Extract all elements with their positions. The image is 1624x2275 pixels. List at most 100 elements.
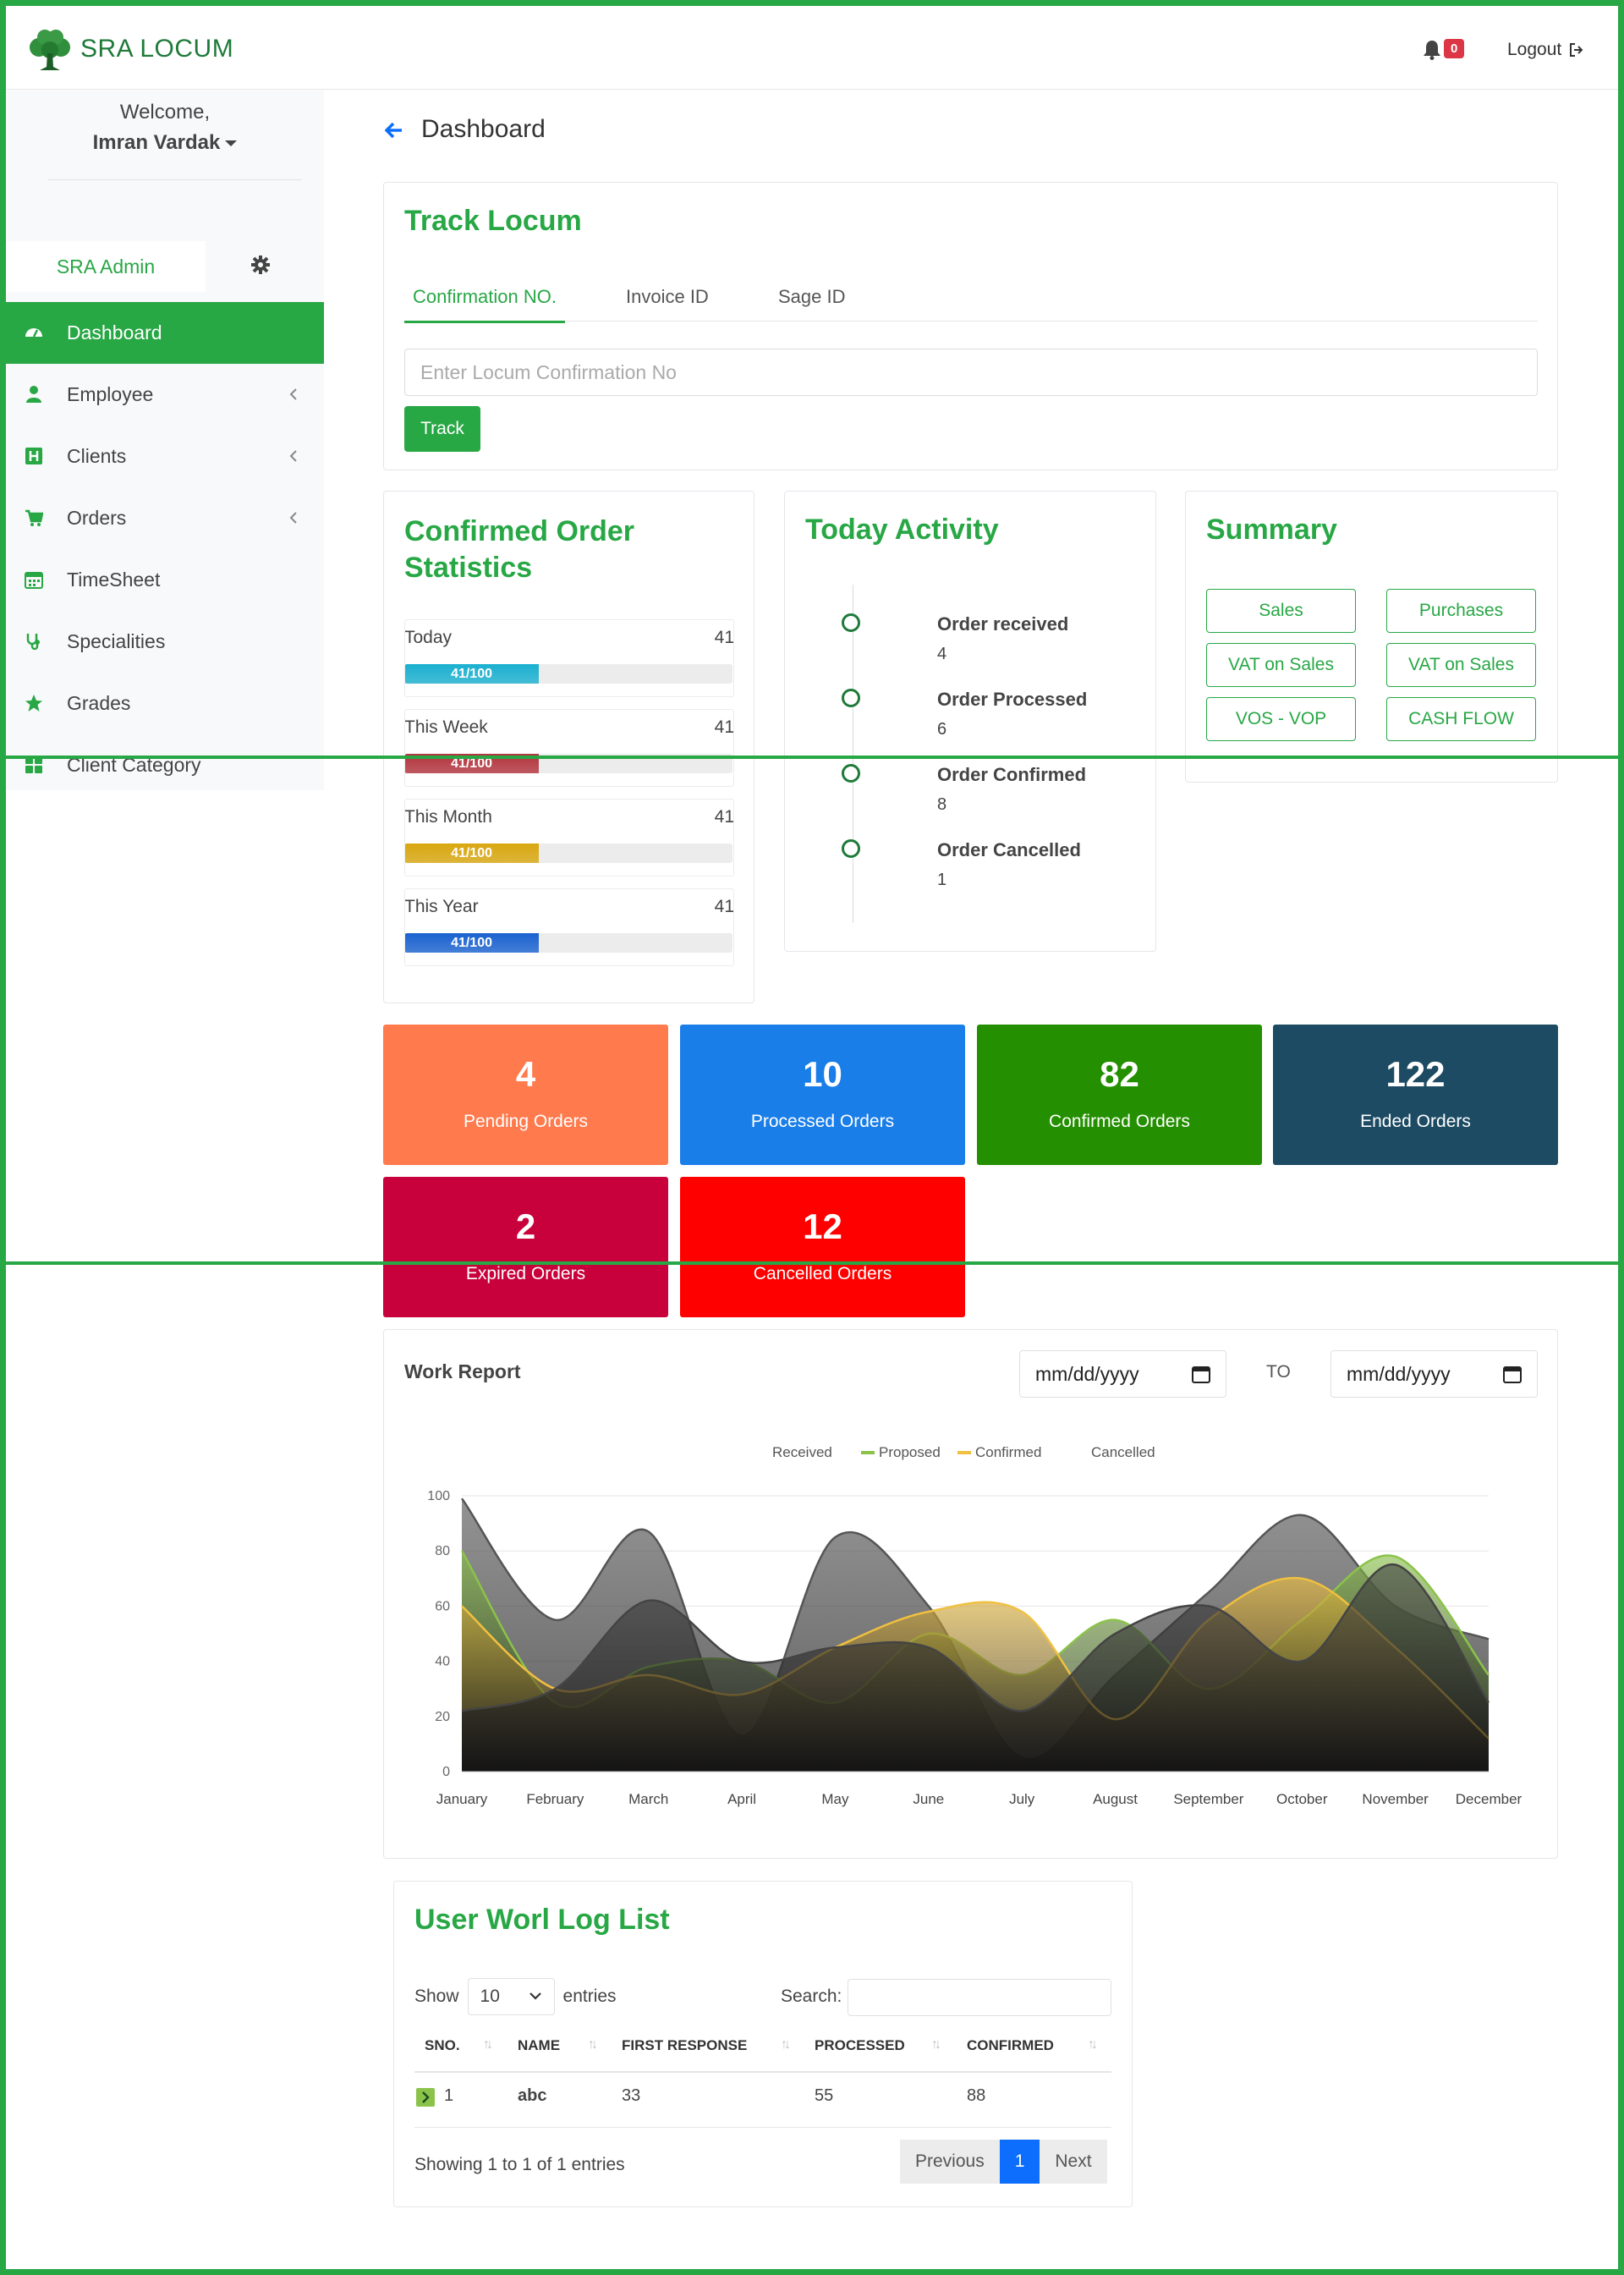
next-button[interactable]: Next	[1040, 2140, 1107, 2184]
timeline-count: 1	[937, 871, 947, 889]
calendar-icon	[25, 572, 43, 589]
work-report-card: Work Report mm/dd/yyyy TO mm/dd/yyyy 0 20…	[383, 1329, 1558, 1859]
x-tick-label: February	[526, 1791, 584, 1807]
order-count-tile[interactable]: 4 Pending Orders	[383, 1025, 668, 1165]
tab-sage-id[interactable]: Sage ID	[778, 286, 846, 307]
summary-card: Summary Sales Purchases VAT on Sales VAT…	[1185, 491, 1558, 783]
track-tabs: Confirmation NO. Invoice ID Sage ID	[404, 286, 1538, 323]
sidebar-item-specialities[interactable]: Specialities	[6, 611, 324, 673]
order-statistics-card: Confirmed Order Statistics Today 41 41/100…	[383, 491, 754, 1003]
end-date-input[interactable]: mm/dd/yyyy	[1330, 1350, 1538, 1398]
stat-row-border	[404, 888, 734, 966]
timeline-title: Order Confirmed	[937, 764, 1087, 785]
to-label: TO	[1266, 1362, 1291, 1382]
col-header-first-response[interactable]: FIRST RESPONSE	[622, 2037, 748, 2053]
progress-bar: 41/100	[404, 844, 732, 863]
brand[interactable]: SRA LOCUM	[26, 26, 233, 72]
order-count-tile[interactable]: 12 Cancelled Orders	[680, 1177, 965, 1317]
tile-label: Pending Orders	[463, 1112, 589, 1131]
username: Imran Vardak	[92, 131, 221, 154]
stat-label: This Month	[404, 807, 492, 827]
previous-button[interactable]: Previous	[900, 2140, 1000, 2184]
user-dropdown[interactable]: Imran Vardak	[6, 131, 324, 155]
track-button[interactable]: Track	[404, 406, 480, 452]
y-tick-label: 20	[435, 1710, 450, 1724]
order-count-tile[interactable]: 2 Expired Orders	[383, 1177, 668, 1317]
col-header-sno[interactable]: SNO.	[425, 2037, 460, 2053]
search-label: Search:	[781, 1987, 842, 2006]
vat-on-sales-button[interactable]: VAT on Sales	[1206, 643, 1356, 687]
sidebar-item-employee[interactable]: Employee	[6, 364, 324, 426]
caret-down-icon	[225, 140, 238, 147]
order-count-tile[interactable]: 82 Confirmed Orders	[977, 1025, 1262, 1165]
start-date-input[interactable]: mm/dd/yyyy	[1019, 1350, 1226, 1398]
track-title: Track Locum	[404, 205, 582, 237]
stat-row: Today 41 41/100	[404, 626, 734, 704]
col-header-processed[interactable]: PROCESSED	[815, 2037, 905, 2053]
search-input[interactable]	[848, 1979, 1111, 2016]
vat-on-sales-button-2[interactable]: VAT on Sales	[1386, 643, 1536, 687]
timeline-count: 4	[937, 645, 947, 663]
sidebar-item-dashboard[interactable]: Dashboard	[6, 302, 324, 364]
expand-row-icon[interactable]	[416, 2088, 435, 2107]
page-title: Dashboard	[421, 115, 546, 143]
date-placeholder: mm/dd/yyyy	[1035, 1363, 1139, 1385]
chevron-left-icon	[289, 512, 297, 524]
vos-vop-button[interactable]: VOS - VOP	[1206, 697, 1356, 741]
admin-tab[interactable]: SRA Admin	[6, 241, 206, 292]
tab-invoice-id[interactable]: Invoice ID	[626, 286, 709, 307]
purchases-button[interactable]: Purchases	[1386, 589, 1536, 633]
green-guide-line	[0, 756, 1624, 759]
sidebar-item-label: Orders	[67, 507, 127, 529]
sign-out-icon	[1570, 43, 1583, 57]
work-report-chart: 0 20 40 60 80 100 January February March April May…	[427, 1444, 1522, 1807]
series-line	[461, 1563, 1490, 1712]
order-count-tile[interactable]: 122 Ended Orders	[1273, 1025, 1558, 1165]
arrow-left-icon[interactable]	[385, 122, 403, 139]
bell-icon[interactable]	[1423, 40, 1441, 60]
entries-value: 10	[480, 1987, 500, 2006]
stethoscope-icon	[26, 634, 40, 651]
sidebar-item-orders[interactable]: Orders	[6, 487, 324, 549]
activity-title: Today Activity	[805, 514, 999, 546]
tile-label: Ended Orders	[1360, 1112, 1471, 1131]
green-guide-line	[0, 1261, 1624, 1265]
sidebar-item-clients[interactable]: Clients	[6, 426, 324, 487]
pagination: Previous 1 Next	[900, 2140, 1107, 2184]
chevron-down-icon	[529, 1992, 541, 2000]
cell-processed: 55	[815, 2086, 834, 2105]
top-navbar: SRA LOCUM 0 Logout	[6, 6, 1618, 90]
notification-badge[interactable]: 0	[1444, 39, 1465, 58]
tab-confirmation-no[interactable]: Confirmation NO.	[404, 286, 565, 323]
sales-button[interactable]: Sales	[1206, 589, 1356, 633]
stat-value: 41	[714, 628, 734, 647]
order-count-tile[interactable]: 10 Processed Orders	[680, 1025, 965, 1165]
x-tick-label: January	[436, 1791, 488, 1807]
calendar-icon[interactable]	[1192, 1365, 1210, 1383]
log-title: User Worl Log List	[414, 1904, 670, 1936]
sidebar-item-grades[interactable]: Grades	[6, 673, 324, 734]
gear-icon[interactable]	[251, 256, 270, 274]
legend-label: Received	[772, 1444, 832, 1460]
y-tick-label: 100	[427, 1489, 450, 1503]
y-tick-label: 40	[435, 1655, 450, 1669]
legend-swatch	[861, 1451, 875, 1454]
entries-select[interactable]: 10	[467, 1978, 555, 2015]
sidebar-item-timesheet[interactable]: TimeSheet	[6, 549, 324, 611]
tile-value: 122	[1385, 1054, 1446, 1094]
show-label: Show	[414, 1987, 459, 2006]
cell-confirmed: 88	[967, 2086, 986, 2105]
confirmation-no-input[interactable]: Enter Locum Confirmation No	[404, 349, 1538, 396]
timeline-title: Order received	[937, 613, 1069, 635]
calendar-icon[interactable]	[1503, 1365, 1522, 1383]
x-tick-label: August	[1093, 1791, 1138, 1807]
col-header-confirmed[interactable]: CONFIRMED	[967, 2037, 1054, 2053]
col-header-name[interactable]: NAME	[518, 2037, 561, 2053]
y-tick-label: 80	[435, 1544, 450, 1558]
cash-flow-button[interactable]: CASH FLOW	[1386, 697, 1536, 741]
logout-label: Logout	[1507, 40, 1562, 59]
cell-sno: 1	[444, 2086, 454, 2105]
logout-link[interactable]: Logout	[1507, 40, 1584, 60]
page-1-button[interactable]: 1	[999, 2140, 1040, 2184]
progress-fill: 41/100	[404, 844, 540, 863]
